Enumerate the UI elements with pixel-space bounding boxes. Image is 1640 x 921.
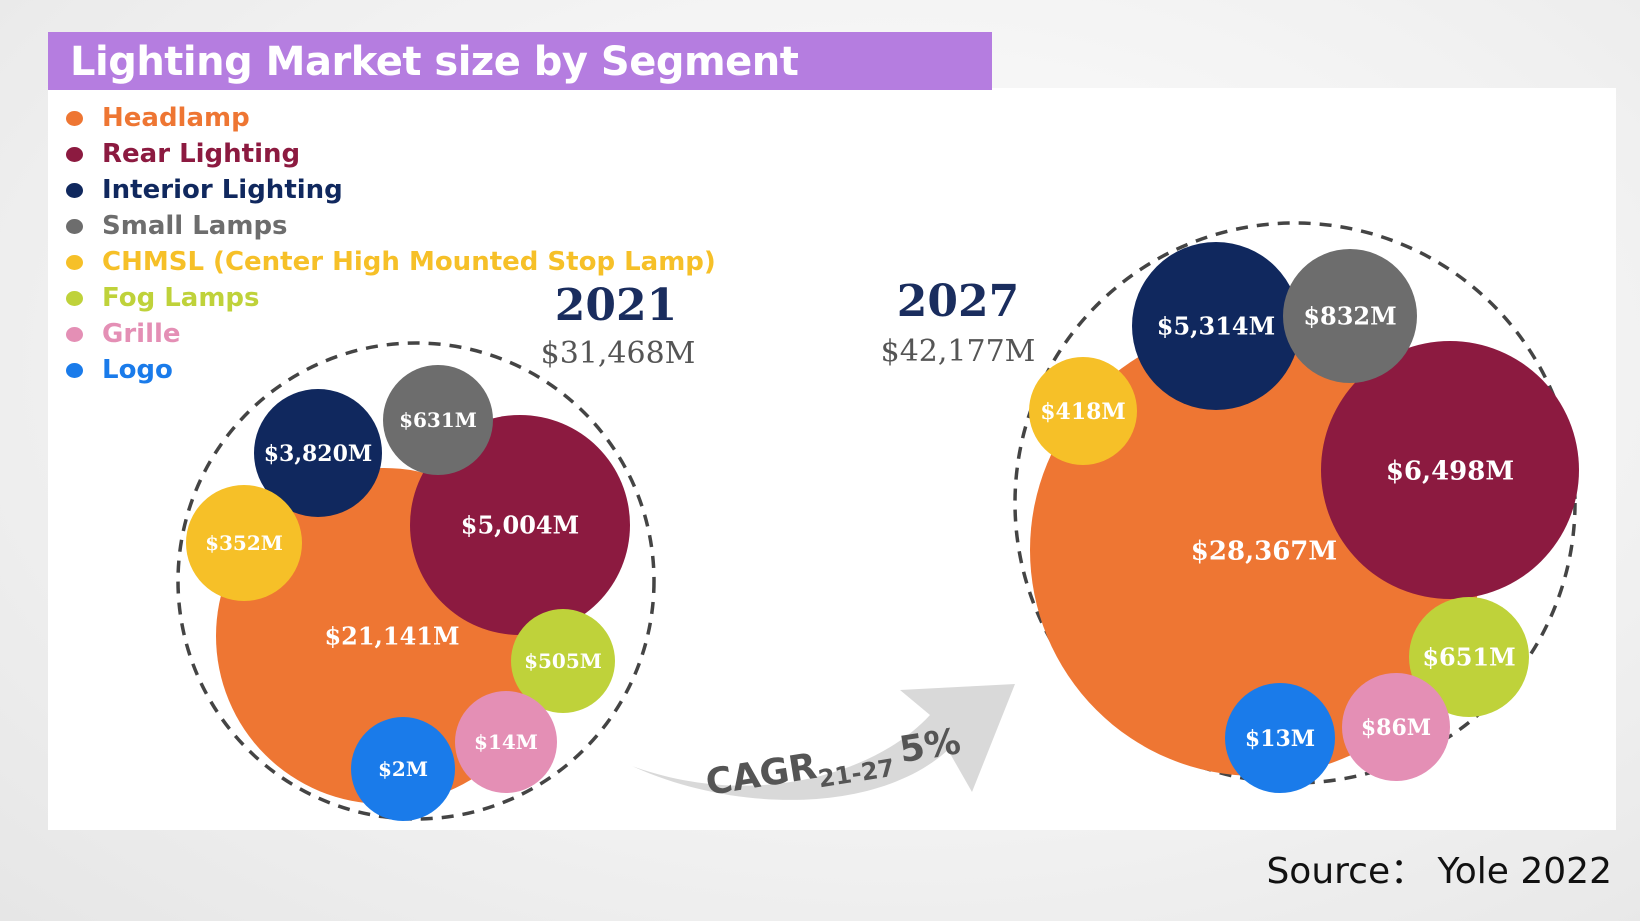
legend-dot-logo xyxy=(66,362,83,378)
bubble-label-rear-lighting-2021: $5,004M xyxy=(461,511,579,540)
bubble-small-lamps-2027 xyxy=(1283,249,1417,383)
bubble-logo-2027 xyxy=(1225,683,1335,793)
legend-dot-interior-lighting xyxy=(66,182,83,198)
legend: Headlamp Rear Lighting Interior Lighting Sm… xyxy=(66,100,716,388)
legend-label: Small Lamps xyxy=(102,211,288,241)
cagr-label: CAGR21-275% xyxy=(703,721,965,811)
bubble-fog-lamps-2027 xyxy=(1409,597,1529,717)
year-2021-label: 2021 xyxy=(554,280,678,331)
bubble-fog-lamps-2021 xyxy=(511,609,615,713)
year-2027-label: 2027 xyxy=(896,276,1020,327)
bubble-chmsl-center-high-mounted-stop-lamp-2021 xyxy=(186,485,302,601)
legend-label: Interior Lighting xyxy=(102,175,343,205)
legend-item-chmsl-center-high-mounted-stop-lamp: CHMSL (Center High Mounted Stop Lamp) xyxy=(66,244,716,280)
legend-item-fog-lamps: Fog Lamps xyxy=(66,280,716,316)
bubble-logo-2021 xyxy=(351,717,455,821)
total-2027-label: $42,177M xyxy=(880,334,1036,369)
bubble-label-headlamp-2021: $21,141M xyxy=(324,622,459,651)
cagr-value: 5% xyxy=(897,721,964,771)
total-2021-label: $31,468M xyxy=(540,336,696,371)
legend-label: Grille xyxy=(102,319,181,349)
legend-label: Rear Lighting xyxy=(102,139,301,169)
legend-label: Headlamp xyxy=(102,103,250,133)
bubble-label-headlamp-2027: $28,367M xyxy=(1191,536,1337,566)
bubble-label-interior-lighting-2027: $5,314M xyxy=(1157,312,1275,341)
legend-dot-grille xyxy=(66,326,83,342)
slide-title: Lighting Market size by Segment xyxy=(70,39,799,85)
bubble-label-chmsl-center-high-mounted-stop-lamp-2027: $418M xyxy=(1040,399,1126,425)
legend-dot-small-lamps xyxy=(66,218,83,234)
bubble-group-2021: $21,141M $5,004M $3,820M $631M $352M $505M $14… xyxy=(176,341,656,821)
legend-item-rear-lighting: Rear Lighting xyxy=(66,136,716,172)
bubble-grille-2027 xyxy=(1342,673,1450,781)
container-circle-2027 xyxy=(1013,221,1577,785)
bubble-group-2027: $28,367M $6,498M $5,314M $832M $418M $651M $86… xyxy=(1013,221,1579,793)
bubble-label-chmsl-center-high-mounted-stop-lamp-2021: $352M xyxy=(205,531,283,555)
source-note: Source： Yole 2022 xyxy=(1266,851,1612,892)
bubble-label-rear-lighting-2027: $6,498M xyxy=(1386,456,1514,486)
cagr-arrow xyxy=(632,684,1015,800)
legend-label: CHMSL (Center High Mounted Stop Lamp) xyxy=(102,247,716,277)
bubble-label-grille-2021: $14M xyxy=(474,730,538,754)
bubble-small-lamps-2021 xyxy=(383,365,493,475)
legend-item-headlamp: Headlamp xyxy=(66,100,716,136)
bubble-interior-lighting-2021 xyxy=(254,389,382,517)
bubble-label-logo-2027: $13M xyxy=(1245,726,1315,752)
legend-dot-headlamp xyxy=(66,110,83,126)
bubble-label-logo-2021: $2M xyxy=(378,757,428,781)
legend-item-logo: Logo xyxy=(66,352,716,388)
legend-dot-rear-lighting xyxy=(66,146,83,162)
legend-dot-fog-lamps xyxy=(66,290,83,306)
legend-item-grille: Grille xyxy=(66,316,716,352)
bubble-label-interior-lighting-2021: $3,820M xyxy=(264,441,373,467)
bubble-rear-lighting-2027 xyxy=(1321,341,1579,599)
legend-dot-chmsl-center-high-mounted-stop-lamp xyxy=(66,254,83,270)
bubble-rear-lighting-2021 xyxy=(410,415,630,635)
title-bar: Lighting Market size by Segment xyxy=(48,32,992,90)
bubble-label-fog-lamps-2027: $651M xyxy=(1422,643,1515,672)
legend-label: Logo xyxy=(102,355,173,385)
bubble-interior-lighting-2027 xyxy=(1132,242,1300,410)
bubble-label-small-lamps-2021: $631M xyxy=(399,408,477,432)
legend-item-small-lamps: Small Lamps xyxy=(66,208,716,244)
bubble-label-fog-lamps-2021: $505M xyxy=(524,649,602,673)
container-circle-2021 xyxy=(176,341,656,821)
bubble-label-grille-2027: $86M xyxy=(1361,715,1431,741)
bubble-label-small-lamps-2027: $832M xyxy=(1303,302,1396,331)
legend-label: Fog Lamps xyxy=(102,283,260,313)
legend-item-interior-lighting: Interior Lighting xyxy=(66,172,716,208)
cagr-subscript: 21-27 xyxy=(816,754,896,794)
bubble-chmsl-center-high-mounted-stop-lamp-2027 xyxy=(1029,357,1137,465)
bubble-grille-2021 xyxy=(455,691,557,793)
